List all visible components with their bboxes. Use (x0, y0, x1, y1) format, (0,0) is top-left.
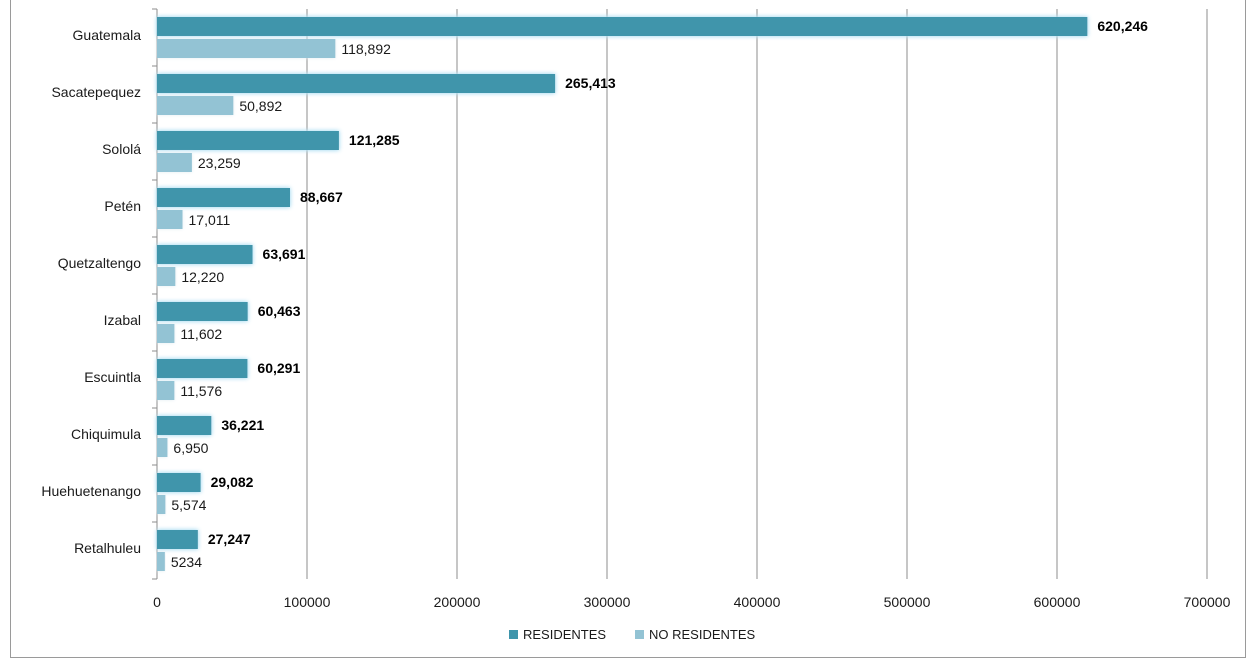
bar-no-residentes (157, 39, 336, 58)
x-tick-label: 500000 (884, 594, 931, 610)
bar-residentes (157, 302, 248, 321)
legend-swatch (509, 630, 518, 639)
data-label-no-residentes: 11,576 (180, 383, 222, 399)
data-label-no-residentes: 17,011 (189, 212, 231, 228)
category-label: Quetzaltengo (58, 255, 141, 271)
category-label: Retalhuleu (74, 540, 141, 556)
data-label-no-residentes: 23,259 (198, 155, 241, 171)
legend: RESIDENTES NO RESIDENTES (509, 627, 756, 642)
category-label: Guatemala (73, 27, 142, 43)
category-label: Sololá (102, 141, 141, 157)
x-tick-label: 100000 (284, 594, 331, 610)
category-label: Huehuetenango (41, 483, 141, 499)
data-label-residentes: 88,667 (300, 189, 343, 205)
data-label-residentes: 29,082 (211, 474, 254, 490)
bar-residentes (157, 359, 248, 378)
data-label-no-residentes: 11,602 (180, 326, 222, 342)
bar-no-residentes (157, 267, 176, 286)
data-label-no-residentes: 5234 (171, 554, 202, 570)
bar-chart: 0 100000 200000 300000 400000 500000 600000 700… (41, 8, 1231, 642)
bar-residentes (157, 17, 1088, 36)
x-tick-label: 700000 (1184, 594, 1231, 610)
data-label-no-residentes: 6,950 (173, 440, 208, 456)
bar-residentes (157, 188, 291, 207)
legend-label: RESIDENTES (523, 627, 606, 642)
bar-no-residentes (157, 438, 168, 457)
bar-residentes (157, 473, 201, 492)
bar-residentes (157, 74, 556, 93)
labels-layer: 0 100000 200000 300000 400000 500000 600000 700… (41, 18, 1230, 610)
bar-no-residentes (157, 495, 166, 514)
data-label-no-residentes: 12,220 (181, 269, 224, 285)
grid-layer (152, 8, 1208, 580)
data-label-residentes: 121,285 (349, 132, 400, 148)
bar-residentes (157, 416, 212, 435)
bar-no-residentes (157, 96, 234, 115)
x-tick-label: 200000 (434, 594, 481, 610)
data-label-residentes: 60,291 (257, 360, 300, 376)
x-tick-label: 600000 (1034, 594, 1081, 610)
data-label-residentes: 60,463 (258, 303, 301, 319)
data-label-residentes: 36,221 (221, 417, 264, 433)
legend-label: NO RESIDENTES (649, 627, 756, 642)
x-tick-label: 0 (153, 594, 161, 610)
bar-no-residentes (157, 552, 165, 571)
bar-no-residentes (157, 210, 183, 229)
chart-frame: 0 100000 200000 300000 400000 500000 600000 700… (10, 0, 1246, 658)
bar-residentes (157, 530, 198, 549)
bar-no-residentes (157, 153, 192, 172)
bar-residentes (157, 245, 253, 264)
category-label: Izabal (104, 312, 141, 328)
data-label-residentes: 27,247 (208, 531, 251, 547)
data-label-residentes: 620,246 (1097, 18, 1148, 34)
data-label-no-residentes: 5,574 (171, 497, 206, 513)
data-label-residentes: 265,413 (565, 75, 616, 91)
category-label: Escuintla (84, 369, 141, 385)
bar-no-residentes (157, 381, 175, 400)
data-label-residentes: 63,691 (263, 246, 306, 262)
category-label: Petén (104, 198, 141, 214)
x-tick-label: 300000 (584, 594, 631, 610)
bar-no-residentes (157, 324, 175, 343)
bars-layer (157, 17, 1088, 571)
category-label: Chiquimula (71, 426, 141, 442)
x-tick-label: 400000 (734, 594, 781, 610)
category-label: Sacatepequez (51, 84, 141, 100)
bar-residentes (157, 131, 339, 150)
data-label-no-residentes: 118,892 (341, 41, 391, 57)
data-label-no-residentes: 50,892 (239, 98, 282, 114)
legend-swatch (635, 630, 644, 639)
